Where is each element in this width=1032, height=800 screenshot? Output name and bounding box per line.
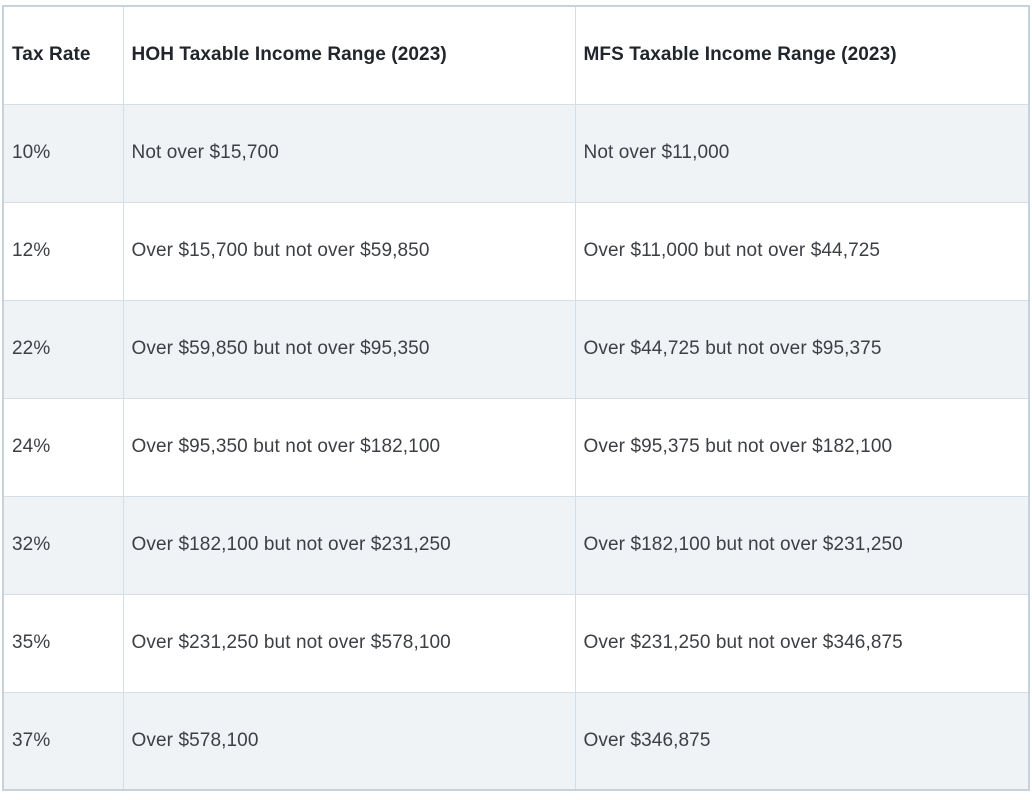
table-row: 35% Over $231,250 but not over $578,100 … bbox=[2, 593, 1030, 693]
table-row: 37% Over $578,100 Over $346,875 bbox=[2, 691, 1030, 791]
cell-mfs-range: Not over $11,000 bbox=[574, 103, 1030, 203]
cell-hoh-range: Not over $15,700 bbox=[122, 103, 576, 203]
table-row: 32% Over $182,100 but not over $231,250 … bbox=[2, 495, 1030, 595]
column-header-mfs-range: MFS Taxable Income Range (2023) bbox=[574, 5, 1030, 105]
cell-tax-rate: 35% bbox=[2, 593, 124, 693]
table-row: 10% Not over $15,700 Not over $11,000 bbox=[2, 103, 1030, 203]
table-row: 22% Over $59,850 but not over $95,350 Ov… bbox=[2, 299, 1030, 399]
cell-mfs-range: Over $346,875 bbox=[574, 691, 1030, 791]
table-row: 24% Over $95,350 but not over $182,100 O… bbox=[2, 397, 1030, 497]
cell-hoh-range: Over $59,850 but not over $95,350 bbox=[122, 299, 576, 399]
cell-tax-rate: 22% bbox=[2, 299, 124, 399]
tax-bracket-table-container: Tax Rate HOH Taxable Income Range (2023)… bbox=[2, 5, 1030, 791]
cell-hoh-range: Over $15,700 but not over $59,850 bbox=[122, 201, 576, 301]
tax-bracket-table: Tax Rate HOH Taxable Income Range (2023)… bbox=[2, 5, 1030, 791]
cell-hoh-range: Over $182,100 but not over $231,250 bbox=[122, 495, 576, 595]
cell-mfs-range: Over $231,250 but not over $346,875 bbox=[574, 593, 1030, 693]
cell-tax-rate: 32% bbox=[2, 495, 124, 595]
cell-mfs-range: Over $95,375 but not over $182,100 bbox=[574, 397, 1030, 497]
cell-mfs-range: Over $182,100 but not over $231,250 bbox=[574, 495, 1030, 595]
cell-tax-rate: 12% bbox=[2, 201, 124, 301]
column-header-tax-rate: Tax Rate bbox=[2, 5, 124, 105]
cell-tax-rate: 10% bbox=[2, 103, 124, 203]
cell-hoh-range: Over $578,100 bbox=[122, 691, 576, 791]
cell-tax-rate: 24% bbox=[2, 397, 124, 497]
column-header-hoh-range: HOH Taxable Income Range (2023) bbox=[122, 5, 576, 105]
cell-hoh-range: Over $95,350 but not over $182,100 bbox=[122, 397, 576, 497]
cell-hoh-range: Over $231,250 but not over $578,100 bbox=[122, 593, 576, 693]
cell-mfs-range: Over $11,000 but not over $44,725 bbox=[574, 201, 1030, 301]
cell-tax-rate: 37% bbox=[2, 691, 124, 791]
table-header-row: Tax Rate HOH Taxable Income Range (2023)… bbox=[2, 5, 1030, 105]
cell-mfs-range: Over $44,725 but not over $95,375 bbox=[574, 299, 1030, 399]
table-row: 12% Over $15,700 but not over $59,850 Ov… bbox=[2, 201, 1030, 301]
